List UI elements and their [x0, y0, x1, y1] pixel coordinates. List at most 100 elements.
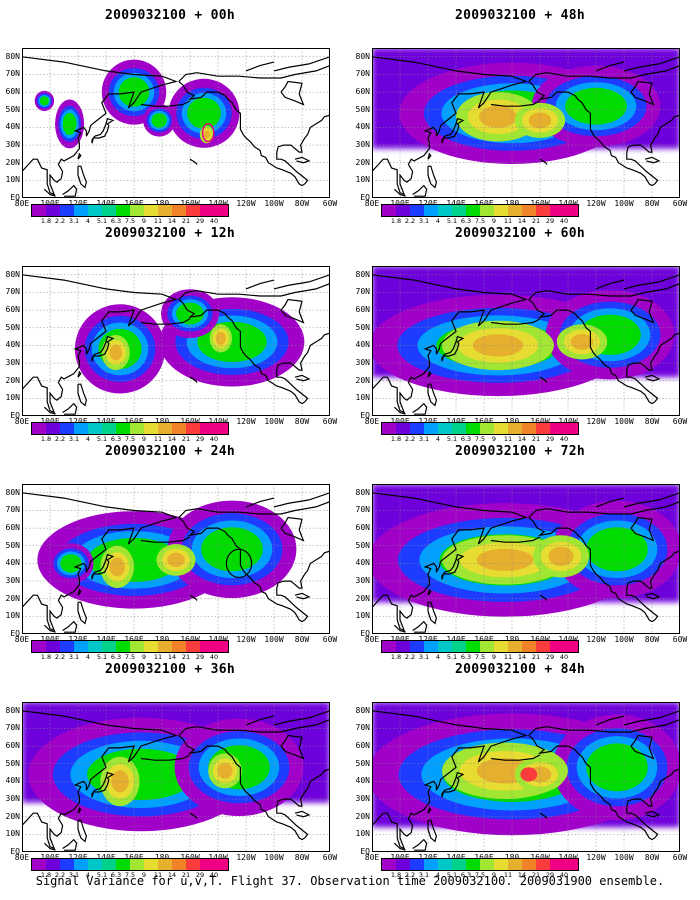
lat-tick-label: 60N [5, 305, 20, 315]
colorbar [381, 422, 579, 435]
variance-field [528, 112, 552, 129]
variance-field [570, 334, 594, 350]
coastline [372, 492, 528, 632]
colorbar-label: 5.1 [446, 435, 458, 443]
lat-tick-label: 80N [5, 705, 20, 715]
colorbar-swatch [452, 423, 466, 434]
colorbar-label: 2.2 [54, 435, 66, 443]
coastline [539, 594, 548, 601]
colorbar-swatch [144, 423, 158, 434]
lat-tick-label: 50N [355, 104, 370, 114]
lon-tick-label: 60W [322, 853, 338, 862]
lon-tick-label: 160E [474, 853, 494, 862]
coastline [630, 298, 655, 324]
lat-tick-label: 40N [5, 776, 20, 786]
coastline [43, 842, 56, 851]
coastline [22, 56, 178, 196]
colorbar-swatch [508, 641, 522, 652]
forecast-panel: 2009032100 + 36h 80N 70N 60N 50N 40N 30N 20N 10N… [0, 662, 340, 879]
colorbar-label: 4 [435, 653, 441, 661]
panel-title: 2009032100 + 00h [104, 8, 236, 23]
lat-tick-label: 60N [355, 87, 370, 97]
coastline [245, 279, 275, 290]
colorbar-label: 29 [195, 653, 205, 661]
colorbar-swatch [382, 859, 396, 870]
lat-tick-label: 10N [5, 611, 20, 621]
colorbar-label: 3.1 [418, 217, 430, 225]
colorbar-label: 21 [531, 653, 541, 661]
lon-tick-label: 120W [586, 199, 606, 208]
lon-tick-label: 80W [644, 417, 660, 426]
colorbar-swatch [102, 423, 116, 434]
lon-tick-label: 160W [530, 853, 550, 862]
colorbar-swatch [158, 641, 172, 652]
coastline [77, 152, 82, 160]
coastline [528, 517, 656, 623]
coastline [178, 735, 306, 841]
lon-tick-label: 180 [504, 853, 520, 862]
colorbar-label: 7.5 [474, 217, 486, 225]
coastline [644, 374, 661, 382]
coastline [630, 80, 655, 106]
coastline [372, 274, 528, 414]
colorbar-label: 1.8 [40, 871, 52, 879]
colorbar-swatch [452, 641, 466, 652]
coastline [276, 114, 330, 185]
colorbar-label: 3.1 [68, 435, 80, 443]
lon-tick-label: 160E [124, 635, 144, 644]
colorbar-swatch [214, 423, 228, 434]
coastline [276, 332, 330, 403]
lat-tick-label: 30N [355, 140, 370, 150]
coastline [441, 553, 465, 580]
colorbar-swatch [130, 423, 144, 434]
colorbar-swatch [88, 205, 102, 216]
coastline [441, 117, 465, 144]
lon-tick-label: 60W [672, 199, 688, 208]
variance-map [372, 484, 680, 634]
observation-ring [201, 123, 215, 143]
coastline [441, 335, 465, 362]
colorbar-swatch [74, 641, 88, 652]
forecast-panel: 2009032100 + 24h 80N 70N 60N 50N 40N 30N 20N 10N… [0, 444, 340, 661]
variance-field [215, 332, 226, 345]
colorbar-swatch [144, 641, 158, 652]
colorbar-swatch [508, 859, 522, 870]
lon-tick-label: 60W [672, 853, 688, 862]
coastline [630, 734, 655, 760]
colorbar-label: 40 [209, 217, 219, 225]
lon-tick-label: 120W [586, 417, 606, 426]
colorbar-label: 40 [209, 653, 219, 661]
coastline [77, 383, 88, 407]
lat-tick-label: EQ [360, 411, 370, 420]
colorbar-swatch [186, 859, 200, 870]
lon-tick-label: 100W [264, 853, 284, 862]
colorbar-swatch [438, 859, 452, 870]
colorbar-swatch [158, 205, 172, 216]
coastline [626, 114, 680, 185]
lon-tick-label: 120W [236, 199, 256, 208]
lon-tick-label: 160E [474, 199, 494, 208]
colorbar-label: 7.5 [474, 435, 486, 443]
colorbar-label: 6.3 [460, 217, 472, 225]
variance-field [167, 552, 185, 567]
lon-tick-label: 180 [154, 417, 170, 426]
colorbar-label: 3.1 [418, 871, 430, 879]
lat-tick-label: 60N [5, 741, 20, 751]
lon-tick-label: 80E [14, 199, 30, 208]
colorbar-label: 9 [491, 217, 497, 225]
lat-tick-label: 70N [5, 69, 20, 79]
colorbar-label: 14 [167, 653, 177, 661]
coastline [490, 754, 541, 761]
lat-tick-label: 40N [5, 558, 20, 568]
panel-title: 2009032100 + 36h [104, 662, 236, 677]
lon-tick-label: 140W [208, 635, 228, 644]
colorbar [381, 204, 579, 217]
colorbar-swatch [186, 423, 200, 434]
lon-tick-label: 140E [96, 199, 116, 208]
colorbar-label: 11 [153, 653, 163, 661]
lon-tick-label: 100E [40, 635, 60, 644]
lat-tick-label: 10N [355, 829, 370, 839]
coastline [178, 65, 330, 82]
colorbar-label: 29 [545, 653, 555, 661]
colorbar-swatch [382, 205, 396, 216]
